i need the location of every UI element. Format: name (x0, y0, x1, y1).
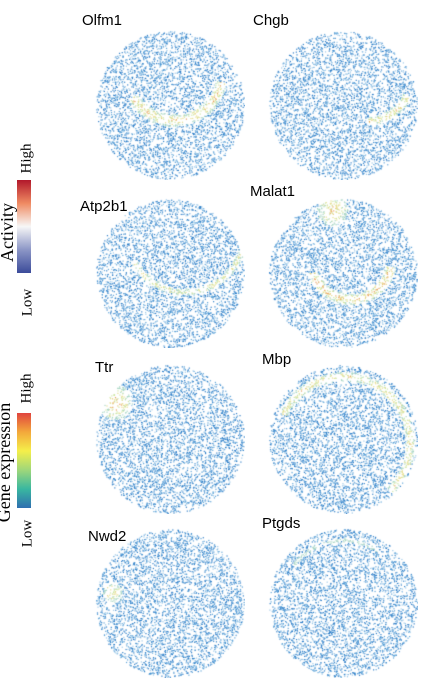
spatial-map-6 (268, 364, 418, 514)
spatial-map-8 (268, 528, 418, 678)
activity-low-label: Low (19, 288, 36, 317)
expression-high-label: High (18, 373, 35, 404)
spatial-map-3 (95, 198, 245, 348)
spatial-map-5 (95, 364, 245, 514)
expression-low-label: Low (19, 519, 36, 548)
panel-title-4: Malat1 (250, 183, 296, 200)
panel-title-1: Olfm1 (82, 12, 123, 29)
activity-colorbar (17, 180, 31, 273)
spatial-map-7 (95, 528, 245, 678)
panel-title-2: Chgb (253, 12, 289, 29)
expression-title: Gene expression (0, 402, 15, 523)
spatial-map-2 (268, 30, 418, 180)
panel-title-8: Ptgds (262, 515, 301, 532)
panel-title-6: Mbp (262, 351, 292, 368)
spatial-map-4 (268, 198, 418, 348)
expression-colorbar (17, 413, 31, 508)
activity-title: Activity (0, 203, 17, 262)
spatial-map-1 (95, 30, 245, 180)
activity-high-label: High (18, 143, 35, 174)
